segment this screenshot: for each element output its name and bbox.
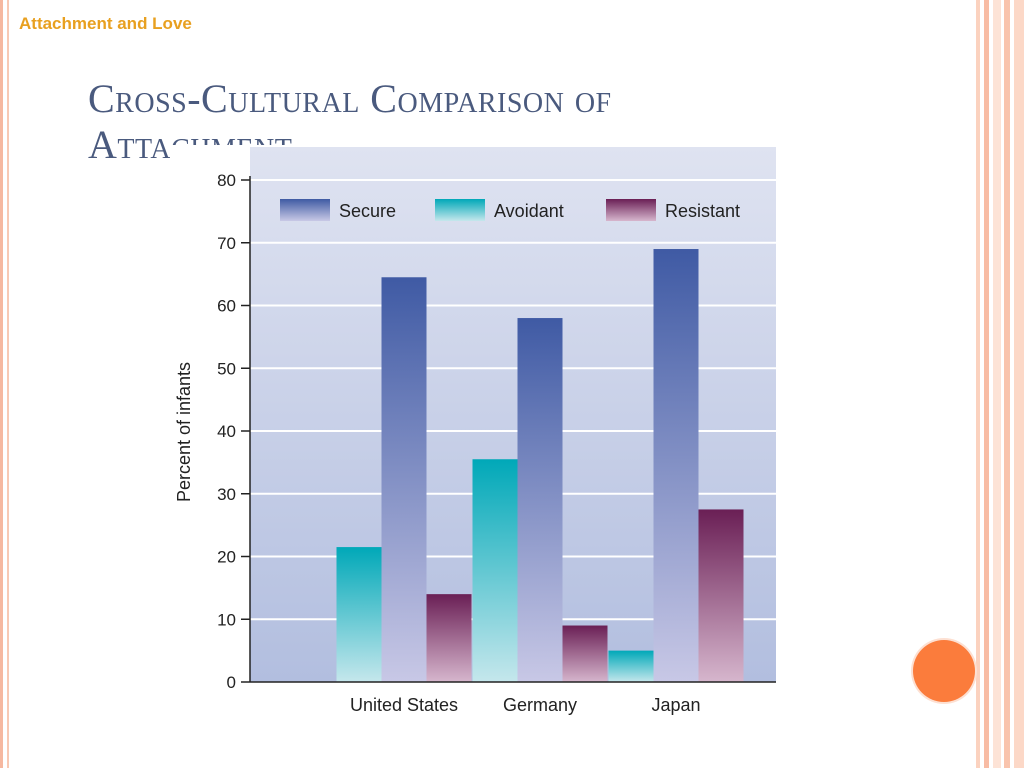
slide-title: Cross-Cultural Comparison of Attachment [88,76,612,167]
left-border-rule-inner [7,0,9,768]
x-tick-label: United States [350,695,458,715]
y-tick-label: 40 [217,422,236,441]
bar-resistant [698,509,744,682]
decorative-orange-circle [913,640,975,702]
y-tick-label: 50 [217,359,236,378]
y-tick-label: 60 [217,297,236,316]
legend-label-resistant: Resistant [665,201,740,221]
chart-container: 0 10 20 30 40 50 60 70 80 United States Germany Jap… [170,145,780,715]
y-tick-label: 0 [227,673,236,692]
x-tick-label: Japan [651,695,700,715]
slide-header: Attachment and Love [19,14,192,33]
y-tick-label: 30 [217,485,236,504]
right-decorative-stripes [976,0,1024,768]
y-tick-label: 80 [217,171,236,190]
attachment-bar-chart: 0 10 20 30 40 50 60 70 80 United States Germany Jap… [174,147,776,715]
bar-secure [517,318,563,682]
legend-swatch-resistant [606,199,656,221]
y-axis-label: Percent of infants [174,362,194,502]
bar-resistant [426,594,472,682]
bar-secure [381,277,427,682]
y-tick-label: 10 [217,610,236,629]
legend-label-avoidant: Avoidant [494,201,564,221]
y-tick-label: 70 [217,234,236,253]
y-tick-label: 20 [217,548,236,567]
bar-avoidant [608,650,654,682]
x-tick-label: Germany [503,695,577,715]
bar-resistant [562,625,608,682]
bar-avoidant [472,459,518,682]
legend-swatch-secure [280,199,330,221]
legend-label-secure: Secure [339,201,396,221]
legend-swatch-avoidant [435,199,485,221]
bar-avoidant [336,547,382,682]
left-border-rule [0,0,3,768]
bar-secure [653,249,699,682]
